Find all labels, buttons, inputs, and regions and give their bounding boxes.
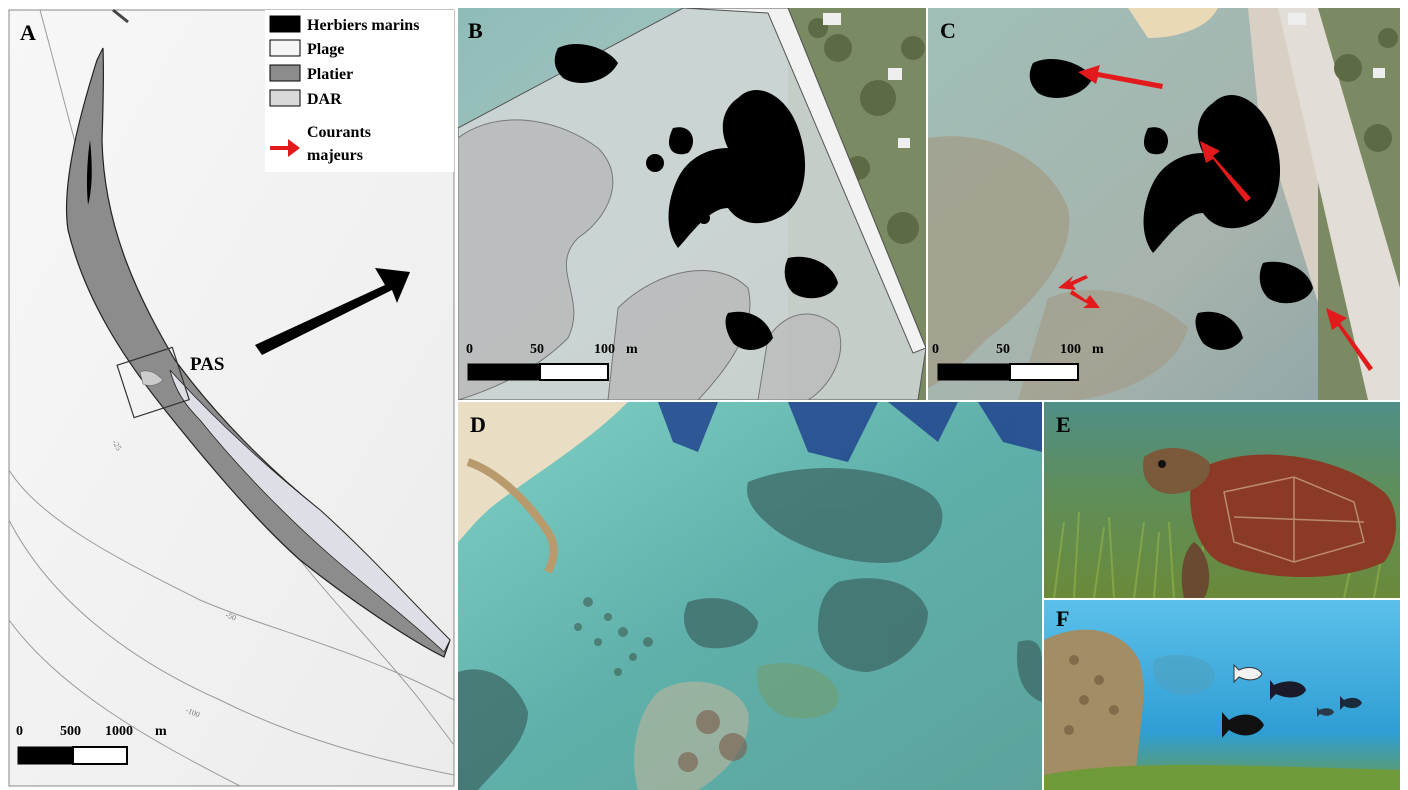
island-platier (65, 47, 451, 658)
reef-aerial-photo (458, 402, 1042, 790)
island-herbiers (86, 140, 92, 205)
legend-currents-line2: majeurs (307, 147, 363, 164)
legend-item-herbiers: Herbiers marins (307, 17, 419, 34)
panel-e-label: E (1056, 412, 1071, 437)
panel-a-map: -25 -50 -100 PAS Herbiers marins Plage P… (0, 0, 456, 790)
arrow-to-b-icon (255, 268, 410, 355)
legend-current-arrow-icon (270, 139, 300, 157)
legend-currents-line1: Courants (307, 124, 371, 141)
scale-c-unit: m (1092, 342, 1104, 357)
scale-c-tick-100: 100 (1060, 342, 1081, 357)
scale-b-tick-100: 100 (594, 342, 615, 357)
scale-a-tick-1000: 1000 (105, 724, 133, 739)
contour-label-50: -50 (224, 610, 237, 622)
turtle-icon (1143, 447, 1396, 598)
scale-c-tick-50: 50 (996, 342, 1010, 357)
legend-swatch-dar (269, 89, 301, 107)
current-arrows-icon (1058, 65, 1373, 371)
pas-label: PAS (190, 354, 224, 375)
legend-swatch-herbiers (269, 15, 301, 33)
legend: Herbiers marins Plage Platier DAR Couran… (265, 10, 454, 172)
island-dar (169, 369, 451, 653)
panel-a-label: A (20, 20, 36, 45)
scale-b-tick-50: 50 (530, 342, 544, 357)
contour-100 (8, 519, 455, 776)
currents-map-c (928, 8, 1400, 400)
overview-map: -25 -50 -100 PAS Herbiers marins Plage P… (8, 8, 455, 787)
panel-d-label: D (470, 412, 486, 437)
scale-bar-b (467, 363, 609, 381)
legend-item-dar: DAR (307, 91, 342, 108)
scale-a-unit: m (155, 724, 167, 739)
panel-d-photo: D (458, 402, 1042, 790)
seagrass-patches (554, 43, 838, 350)
panel-c-label: C (940, 18, 956, 43)
contour-extra (8, 619, 241, 787)
scale-a-tick-0: 0 (16, 724, 23, 739)
panel-b-label: B (468, 18, 483, 43)
contour-50 (8, 469, 455, 701)
scale-a-tick-500: 500 (60, 724, 81, 739)
scale-b-unit: m (626, 342, 638, 357)
panel-e-photo: E (1044, 402, 1400, 598)
scale-c-tick-0: 0 (932, 342, 939, 357)
seagrass-patches-c (1029, 58, 1313, 350)
scale-bar-a (17, 746, 128, 765)
reef-fish-photo (1044, 600, 1400, 790)
panel-f-label: F (1056, 606, 1070, 631)
scale-b-tick-0: 0 (466, 342, 473, 357)
scale-bar-c (937, 363, 1079, 381)
fish-icon (1222, 663, 1362, 738)
legend-item-platier: Platier (307, 66, 353, 83)
habitat-map-b (458, 8, 926, 400)
pas-box (116, 346, 190, 419)
legend-item-plage: Plage (307, 41, 344, 58)
panel-c-map: C 0 50 100 m (928, 8, 1400, 400)
legend-swatch-plage (269, 39, 301, 57)
legend-swatch-platier (269, 64, 301, 82)
panel-f-photo: F (1044, 600, 1400, 790)
turtle-photo (1044, 402, 1400, 598)
panel-b-map: B 0 50 100 m (458, 8, 926, 400)
